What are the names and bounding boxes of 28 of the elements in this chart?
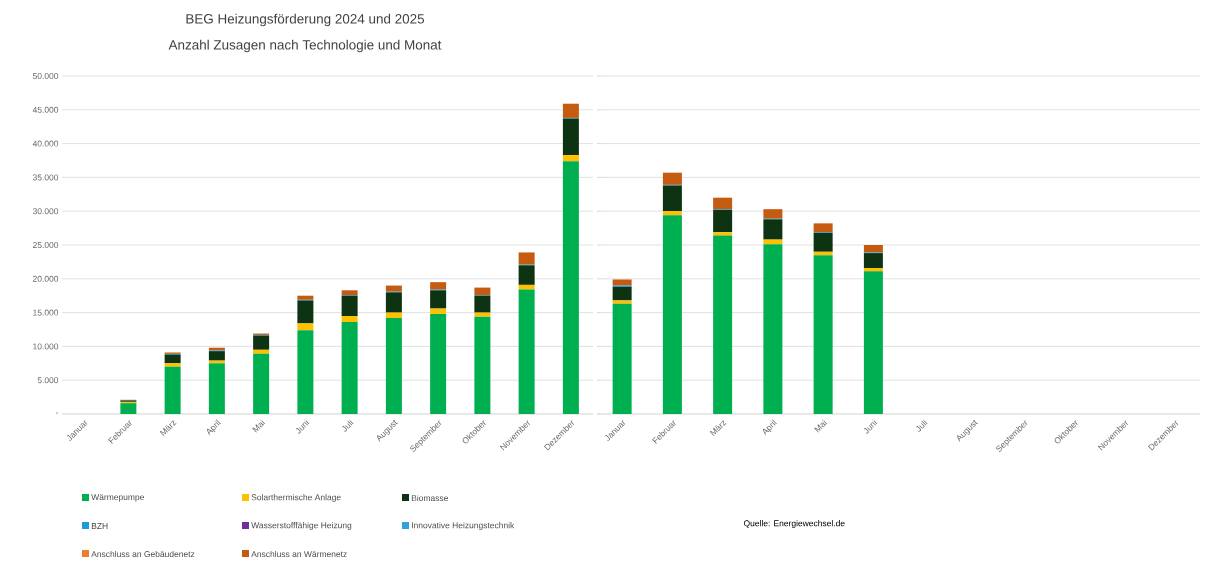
chart-subtitle: Anzahl Zusagen nach Technologie und Monat [168,39,442,53]
y-tick-label: 10.000 [33,343,59,350]
y-tick-label: - [56,412,59,414]
source-note: Quelle: Energiewechsel.de [743,520,845,528]
y-tick-label: 15.000 [33,309,59,316]
x-tick-label: Juni [295,419,310,434]
legend-label: Wasserstofffähige Heizung [251,522,352,530]
legend-label: Biomasse [411,494,448,502]
x-tick-label: Mai [252,419,266,433]
x-tick-label: Juli [342,419,354,432]
legend-label: Anschluss an Gebäudenetz [91,550,195,558]
y-tick-label: 5.000 [37,377,59,384]
y-tick-label: 30.000 [32,208,59,215]
legend-label: Innovative Heizungstechnik [411,522,515,530]
legend-label: Wärmepumpe [91,494,144,502]
y-tick-label: 35.000 [32,174,59,181]
y-tick-label: 45.000 [32,106,59,113]
legend-label: Anschluss an Wärmenetz [251,550,347,558]
y-tick-label: 25.000 [33,242,59,248]
x-tick-label: Juni [863,419,878,434]
x-tick-label: Mai [814,419,828,433]
y-tick-label: 50.000 [32,73,59,79]
legend-label: Solarthermische Anlage [251,494,341,502]
x-tick-label: Juli [916,419,928,432]
legend-label: BZH [91,523,108,529]
y-tick-label: 40.000 [32,140,59,147]
y-tick-label: 20.000 [33,275,59,282]
chart-title: BEG Heizungsförderung 2024 und 2025 [186,13,425,27]
